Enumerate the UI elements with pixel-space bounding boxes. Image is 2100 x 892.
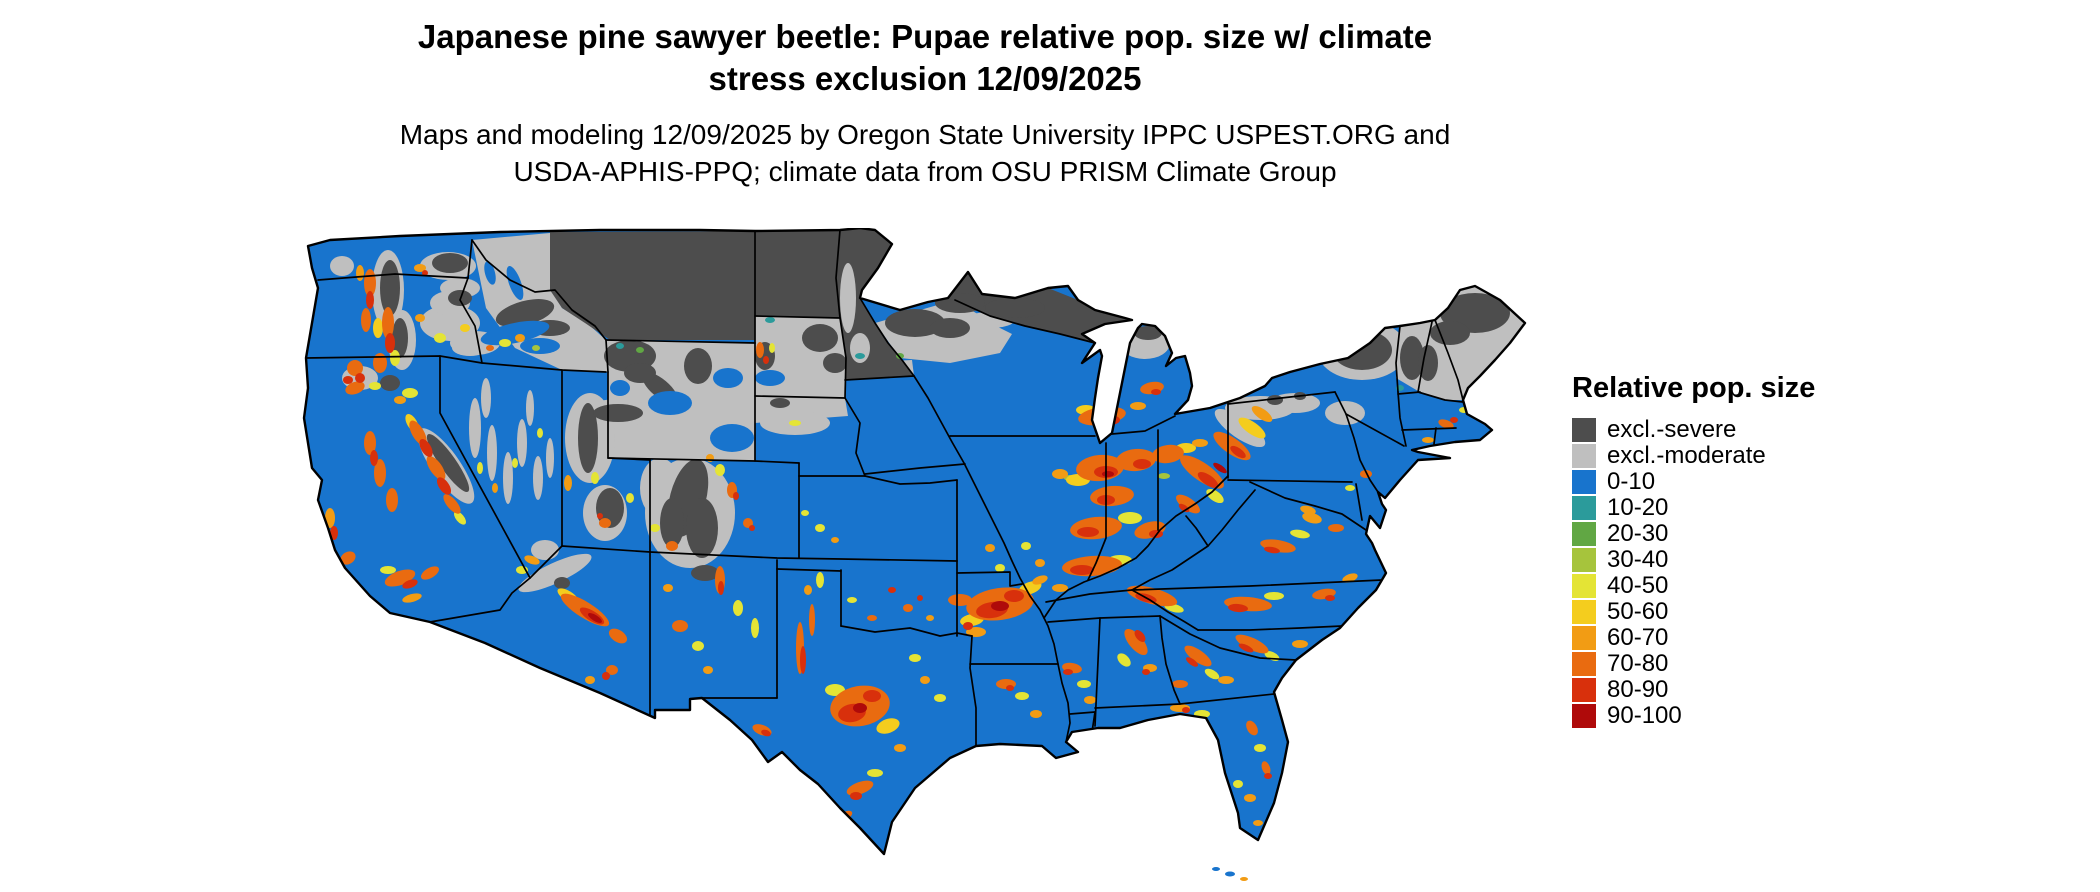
legend-swatch-b80 [1572, 677, 1596, 702]
legend-row-b40: 40-50 [1572, 573, 1815, 598]
legend-swatch-b30 [1572, 547, 1596, 572]
legend-title: Relative pop. size [1572, 372, 1816, 404]
legend-swatch-b50 [1572, 599, 1596, 624]
legend-row-b20: 20-30 [1572, 521, 1815, 546]
legend-swatch-b10 [1572, 495, 1596, 520]
legend-row-b10: 10-20 [1572, 495, 1815, 520]
legend-row-b80: 80-90 [1572, 677, 1815, 702]
legend-row-sev: excl.-severe [1572, 417, 1815, 442]
subtitle-line-2: USDA-APHIS-PPQ; climate data from OSU PR… [513, 156, 1337, 187]
legend-row-b90: 90-100 [1572, 703, 1815, 728]
legend-label-sev: excl.-severe [1607, 416, 1737, 443]
legend: Relative pop. size excl.-severe excl.-mod… [1572, 372, 1815, 729]
legend-label-b40: 40-50 [1607, 572, 1669, 599]
national-outline [302, 228, 1527, 856]
legend-row-b50: 50-60 [1572, 599, 1815, 624]
legend-swatch-b60 [1572, 625, 1596, 650]
legend-rows: excl.-severe excl.-moderate 0-10 10-20 20-30… [1572, 417, 1815, 728]
legend-label-b90: 90-100 [1607, 702, 1682, 729]
us-map [302, 228, 1527, 881]
legend-swatch-sev [1572, 417, 1596, 442]
legend-swatch-b40 [1572, 573, 1596, 598]
title-line-1: Japanese pine sawyer beetle: Pupae relat… [417, 18, 1433, 55]
map-subtitle: Maps and modeling 12/09/2025 by Oregon S… [250, 116, 1600, 190]
legend-row-b70: 70-80 [1572, 651, 1815, 676]
subtitle-line-1: Maps and modeling 12/09/2025 by Oregon S… [399, 119, 1451, 150]
legend-label-mod: excl.-moderate [1607, 442, 1766, 469]
legend-label-b80: 80-90 [1607, 676, 1669, 703]
legend-label-b70: 70-80 [1607, 650, 1669, 677]
legend-label-b20: 20-30 [1607, 520, 1669, 547]
header: Japanese pine sawyer beetle: Pupae relat… [250, 16, 1600, 190]
title-line-2: stress exclusion 12/09/2025 [708, 60, 1142, 97]
legend-swatch-b20 [1572, 521, 1596, 546]
page-title: Japanese pine sawyer beetle: Pupae relat… [250, 16, 1600, 100]
legend-row-b0: 0-10 [1572, 469, 1815, 494]
legend-row-b60: 60-70 [1572, 625, 1815, 650]
legend-swatch-b70 [1572, 651, 1596, 676]
legend-row-mod: excl.-moderate [1572, 443, 1815, 468]
legend-swatch-b90 [1572, 703, 1596, 728]
legend-row-b30: 30-40 [1572, 547, 1815, 572]
legend-label-b0: 0-10 [1607, 468, 1656, 495]
legend-label-b60: 60-70 [1607, 624, 1669, 651]
legend-swatch-mod [1572, 443, 1596, 468]
legend-label-b30: 30-40 [1607, 546, 1669, 573]
state-borders [305, 229, 1464, 747]
legend-label-b10: 10-20 [1607, 494, 1669, 521]
legend-label-b50: 50-60 [1607, 598, 1669, 625]
legend-swatch-b0 [1572, 469, 1596, 494]
